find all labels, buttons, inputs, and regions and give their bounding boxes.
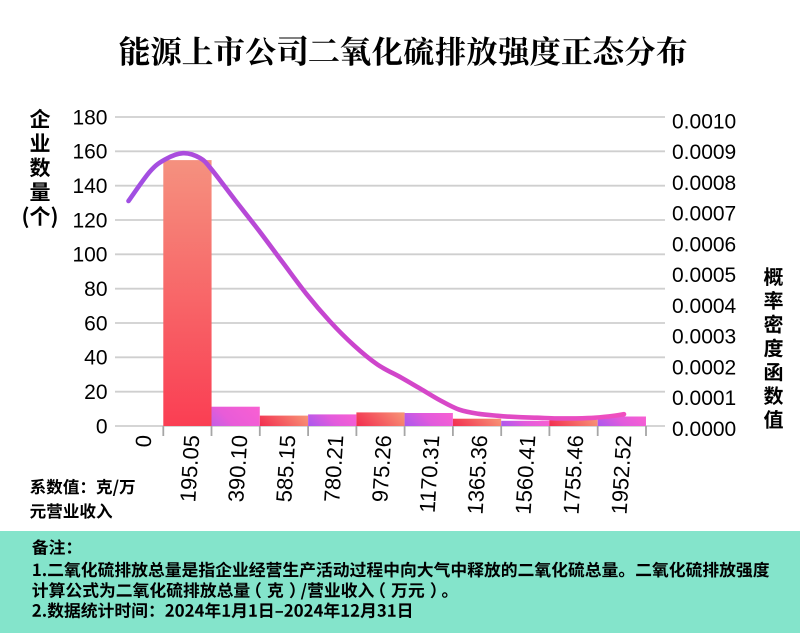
svg-text:0.0005: 0.0005 [672,264,736,287]
svg-text:0.0008: 0.0008 [672,172,736,195]
svg-text:390.10: 390.10 [223,434,252,503]
svg-text:0.0007: 0.0007 [672,203,736,226]
svg-text:0.0000: 0.0000 [672,418,736,441]
svg-text:1170.31: 1170.31 [415,434,445,513]
svg-text:195.05: 195.05 [175,434,204,503]
svg-text:0.0009: 0.0009 [672,141,736,164]
svg-text:1755.46: 1755.46 [559,434,589,515]
svg-text:0: 0 [96,415,108,438]
svg-text:0.0010: 0.0010 [672,110,736,133]
svg-text:120: 120 [72,209,107,232]
svg-text:585.15: 585.15 [271,434,300,503]
svg-text:0.0006: 0.0006 [672,233,736,256]
svg-text:1365.36: 1365.36 [463,434,493,515]
svg-text:1560.41: 1560.41 [511,434,541,515]
svg-text:160: 160 [72,141,107,164]
svg-text:0.0002: 0.0002 [672,356,736,379]
svg-text:100: 100 [72,244,107,267]
svg-text:20: 20 [84,381,107,404]
svg-text:60: 60 [84,312,107,335]
svg-text:975.26: 975.26 [367,434,396,503]
svg-text:0.0004: 0.0004 [672,295,737,318]
svg-text:140: 140 [72,175,107,198]
svg-text:1952.52: 1952.52 [607,434,637,515]
svg-text:80: 80 [84,278,107,301]
svg-text:180: 180 [72,106,107,129]
svg-text:780.21: 780.21 [319,434,348,503]
svg-text:0.0001: 0.0001 [672,387,736,410]
svg-text:40: 40 [84,347,107,370]
svg-text:0.0003: 0.0003 [672,326,736,349]
svg-text:0: 0 [131,434,157,448]
